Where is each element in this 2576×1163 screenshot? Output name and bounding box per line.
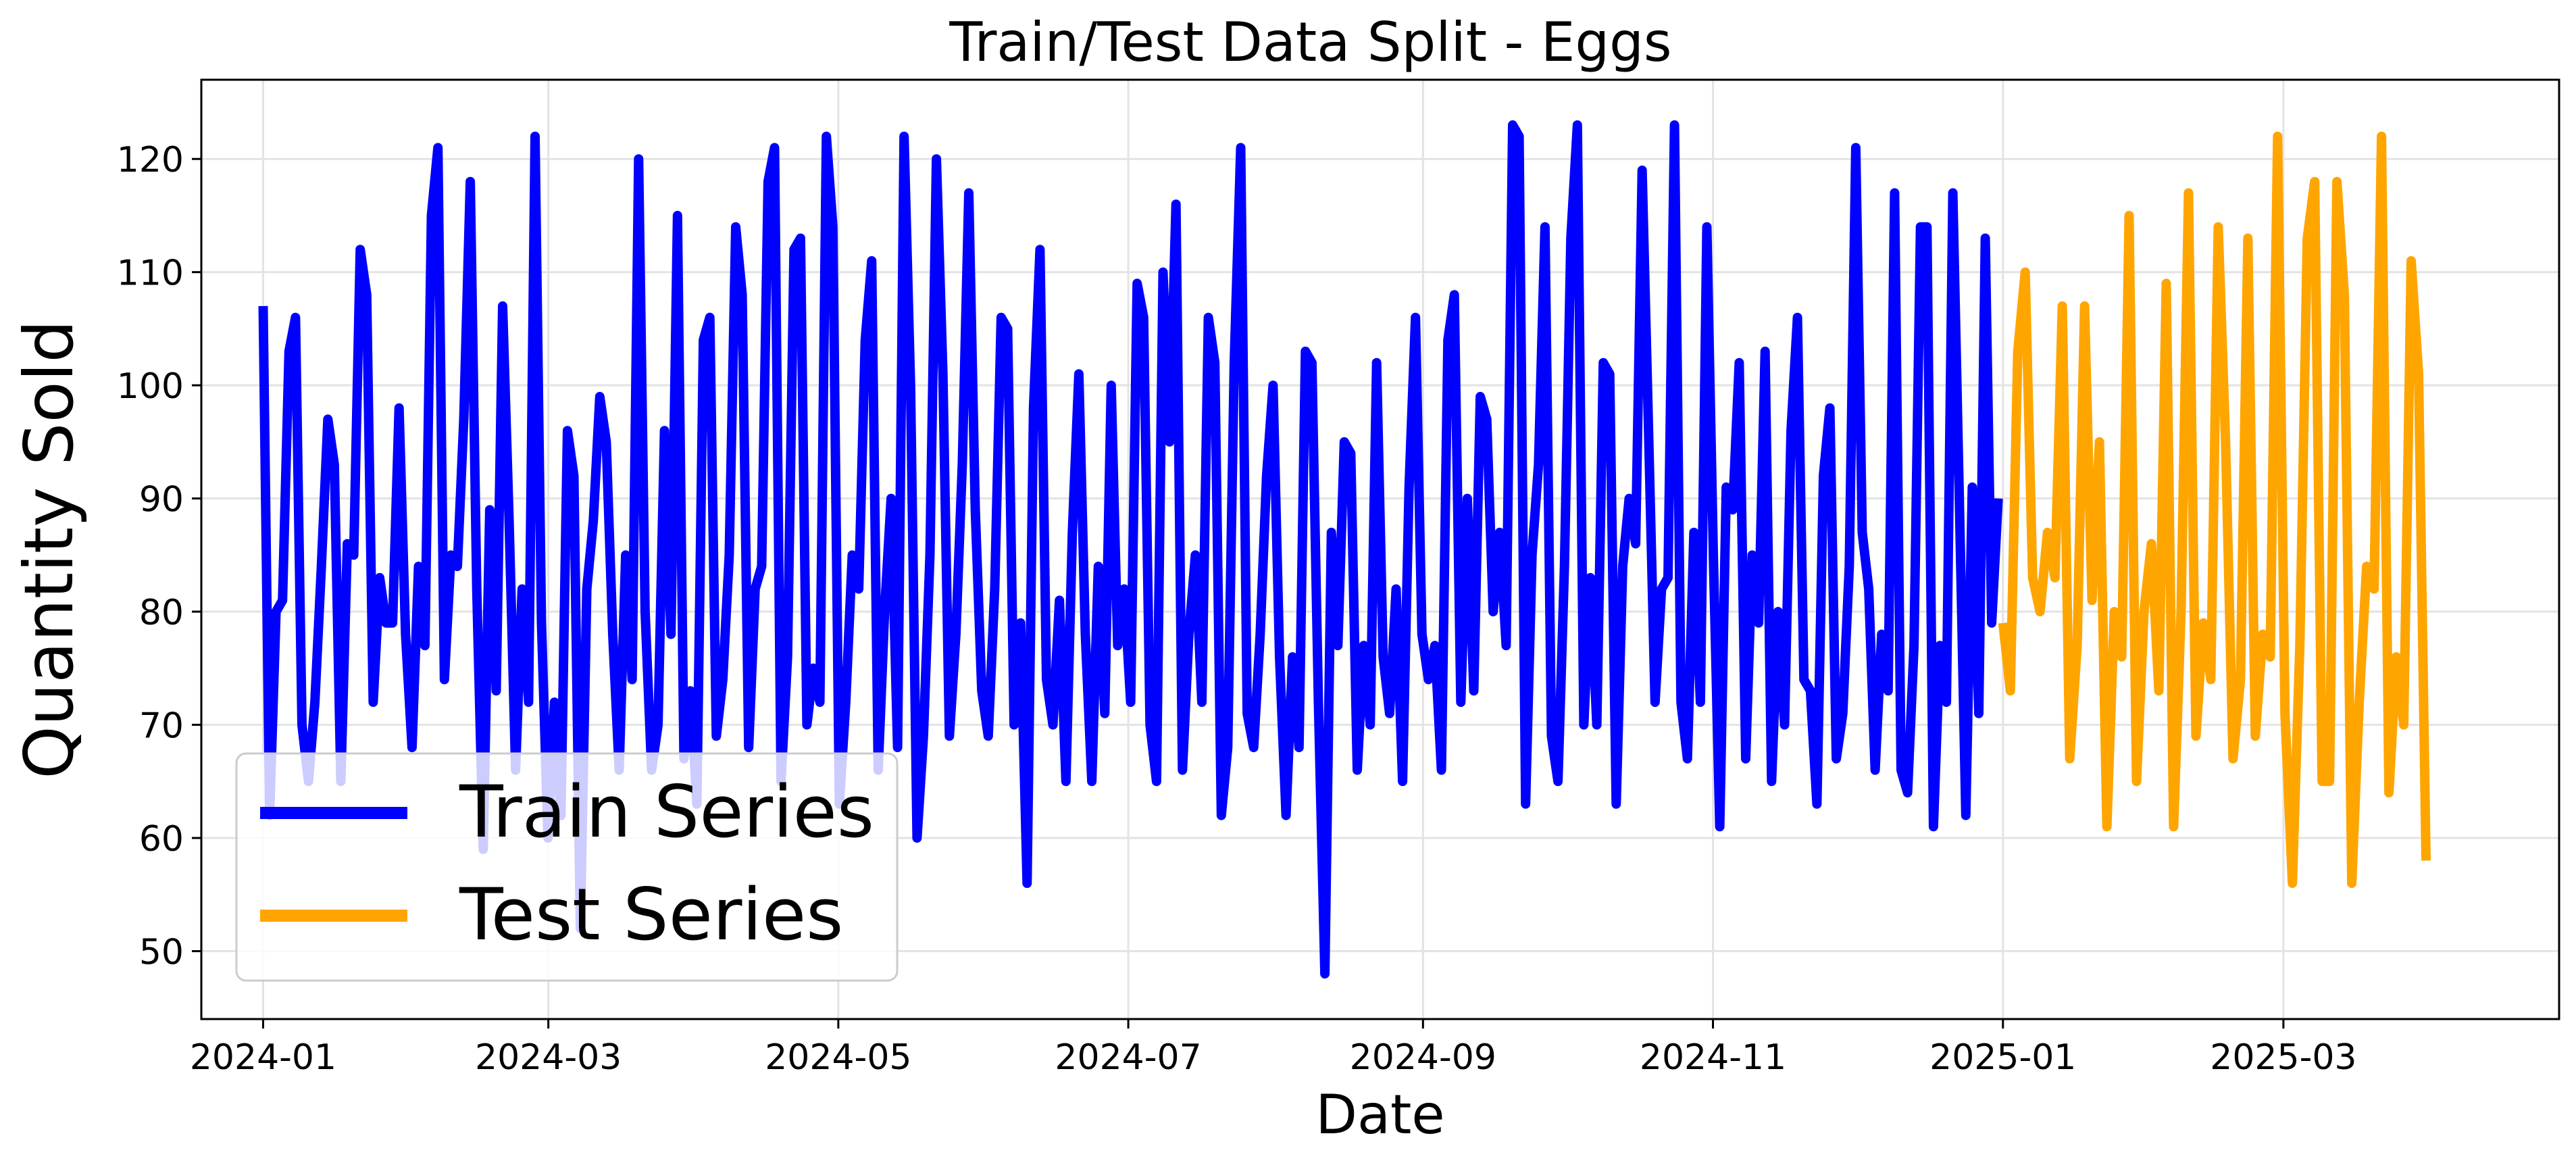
- y-tick-label: 50: [139, 933, 184, 973]
- y-axis-title: Quantity Sold: [9, 320, 89, 779]
- y-tick-label: 110: [117, 253, 184, 294]
- series-line-test: [1998, 131, 2431, 888]
- y-tick-label: 60: [139, 819, 184, 860]
- legend: Train Series Test Series: [235, 752, 899, 982]
- legend-label-train: Train Series: [459, 770, 874, 853]
- y-tick-label: 90: [139, 480, 184, 520]
- x-axis-ticks: 2024-01 2024-03 2024-05 2024-07 2024-09 2024-…: [190, 1019, 2357, 1078]
- chart-title: Train/Test Data Split - Eggs: [949, 11, 1671, 74]
- y-tick-label: 120: [117, 140, 184, 180]
- plot-frame: [200, 78, 2560, 1020]
- x-tick-label: 2024-07: [1055, 1037, 1201, 1078]
- y-tick-label: 80: [139, 593, 184, 633]
- x-tick-label: 2024-01: [190, 1037, 336, 1078]
- series-line-train: [258, 120, 2003, 979]
- x-tick-label: 2024-05: [765, 1037, 911, 1078]
- series-lines: [258, 120, 2431, 979]
- x-tick-label: 2025-03: [2210, 1037, 2356, 1078]
- x-tick-label: 2024-09: [1350, 1037, 1496, 1078]
- y-axis-ticks: 50 60 70 80 90 100 110 120: [117, 140, 201, 973]
- x-tick-label: 2024-11: [1640, 1037, 1786, 1078]
- legend-label-test: Test Series: [459, 873, 843, 956]
- y-tick-label: 70: [139, 706, 184, 747]
- x-tick-label: 2025-01: [1929, 1037, 2076, 1078]
- x-tick-label: 2024-03: [475, 1037, 622, 1078]
- x-axis-title: Date: [1315, 1083, 1444, 1146]
- y-tick-label: 100: [117, 366, 184, 407]
